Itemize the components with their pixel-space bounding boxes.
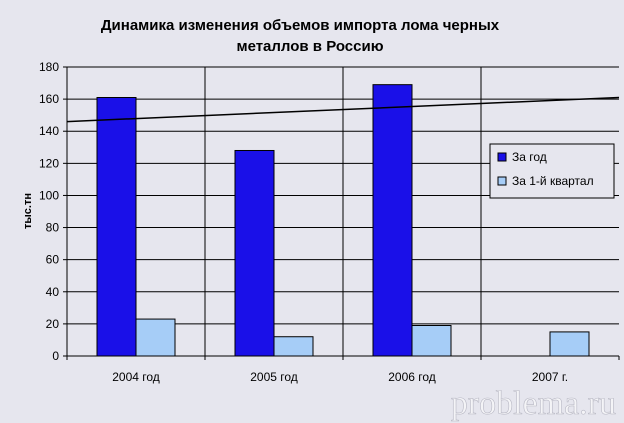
bar-annual-2 — [372, 84, 413, 357]
y-tick-label: 40 — [46, 285, 60, 299]
bar-annual-0 — [96, 97, 137, 357]
bar-q1-2 — [411, 324, 452, 357]
trendline-group — [66, 96, 620, 123]
y-tick-label: 140 — [39, 124, 59, 138]
x-tick-label: 2006 год — [388, 370, 436, 384]
y-tick-label: 80 — [46, 221, 60, 235]
legend-label: За 1-й квартал — [512, 174, 594, 188]
x-tick-labels: 2004 год 2005 год 2006 год 2007 г. — [112, 370, 568, 384]
bar-annual-1 — [234, 149, 275, 357]
axes — [63, 66, 620, 360]
bar-q1-3 — [549, 331, 590, 357]
bars — [96, 84, 590, 357]
y-tick-label: 180 — [39, 60, 59, 74]
x-tick-label: 2005 год — [250, 370, 298, 384]
chart-title-line-2: металлов в Россию — [236, 38, 383, 55]
trendline — [66, 96, 620, 123]
x-tick-label: 2004 год — [112, 370, 160, 384]
gridlines — [67, 66, 619, 356]
bar-q1-1 — [273, 336, 314, 357]
y-tick-label: 120 — [39, 156, 59, 170]
legend-swatch — [497, 176, 507, 186]
y-tick-label: 0 — [52, 349, 59, 363]
legend-box — [489, 143, 615, 199]
watermark: problema.ru — [451, 385, 616, 422]
chart-title-line-1: Динамика изменения объемов импорта лома … — [101, 17, 500, 34]
y-tick-label: 20 — [46, 317, 60, 331]
legend-label: За год — [512, 150, 547, 164]
x-tick-label: 2007 г. — [532, 370, 568, 384]
y-tick-label: 160 — [39, 92, 59, 106]
y-axis-label: тыс.тн — [22, 193, 34, 229]
legend: За год За 1-й квартал — [489, 143, 615, 199]
legend-swatch — [497, 152, 507, 162]
bar-q1-0 — [135, 318, 176, 357]
y-tick-label: 100 — [39, 188, 59, 202]
y-tick-labels: 0 20 40 60 80 100 120 140 160 180 — [39, 60, 59, 363]
y-tick-label: 60 — [46, 253, 60, 267]
